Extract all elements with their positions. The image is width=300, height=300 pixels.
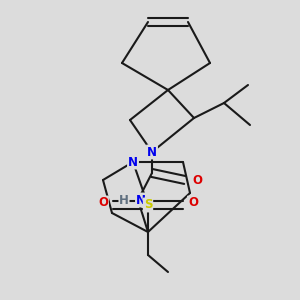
Text: N: N bbox=[147, 146, 157, 158]
Text: O: O bbox=[188, 196, 198, 209]
Text: S: S bbox=[144, 199, 152, 212]
Text: H: H bbox=[119, 194, 129, 206]
Text: O: O bbox=[192, 173, 202, 187]
Text: N: N bbox=[136, 194, 146, 206]
Text: O: O bbox=[98, 196, 108, 209]
Text: N: N bbox=[128, 155, 138, 169]
